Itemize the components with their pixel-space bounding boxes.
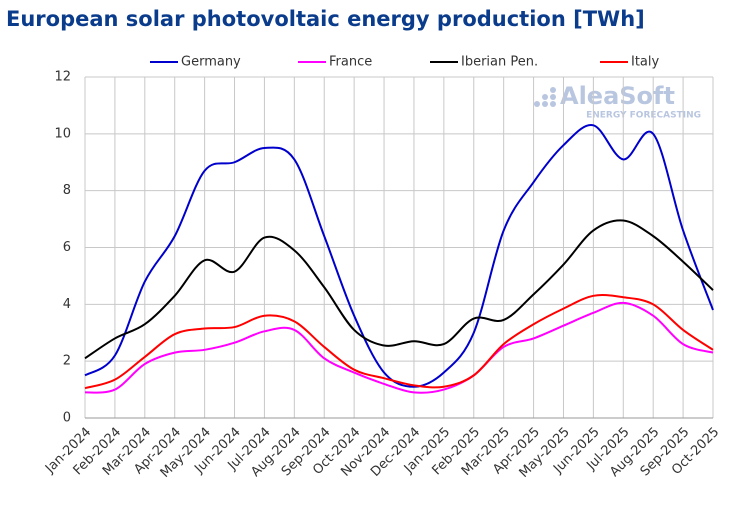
legend-label: Italy bbox=[631, 55, 660, 70]
logo-subtext: ENERGY FORECASTING bbox=[586, 111, 701, 121]
logo-dot bbox=[550, 87, 556, 93]
legend-label: Germany bbox=[181, 55, 241, 70]
legend-item: Italy bbox=[600, 55, 660, 70]
logo-dot bbox=[550, 94, 556, 100]
logo-dot bbox=[550, 101, 556, 107]
series-line bbox=[84, 219, 714, 360]
logo-dot bbox=[534, 101, 540, 107]
legend-item: France bbox=[298, 55, 372, 70]
y-tick-label: 12 bbox=[54, 70, 71, 85]
logo-dot bbox=[542, 94, 548, 100]
chart-title: European solar photovoltaic energy produ… bbox=[6, 7, 645, 31]
series-line bbox=[84, 124, 714, 388]
y-tick-label: 8 bbox=[63, 183, 71, 198]
y-tick-label: 2 bbox=[63, 354, 71, 369]
y-tick-label: 6 bbox=[63, 240, 71, 255]
y-tick-label: 4 bbox=[63, 297, 71, 312]
legend-label: France bbox=[329, 55, 372, 70]
series-line bbox=[84, 301, 714, 394]
logo-dot bbox=[542, 101, 548, 107]
logo: AleaSoft ENERGY FORECASTING bbox=[534, 82, 701, 121]
legend-item: Iberian Pen. bbox=[430, 55, 538, 70]
y-tick-label: 10 bbox=[54, 126, 71, 141]
legend-item: Germany bbox=[150, 55, 241, 70]
y-tick-label: 0 bbox=[63, 411, 71, 426]
legend-label: Iberian Pen. bbox=[461, 55, 538, 70]
series-line bbox=[84, 294, 714, 390]
logo-text: AleaSoft bbox=[560, 82, 675, 110]
